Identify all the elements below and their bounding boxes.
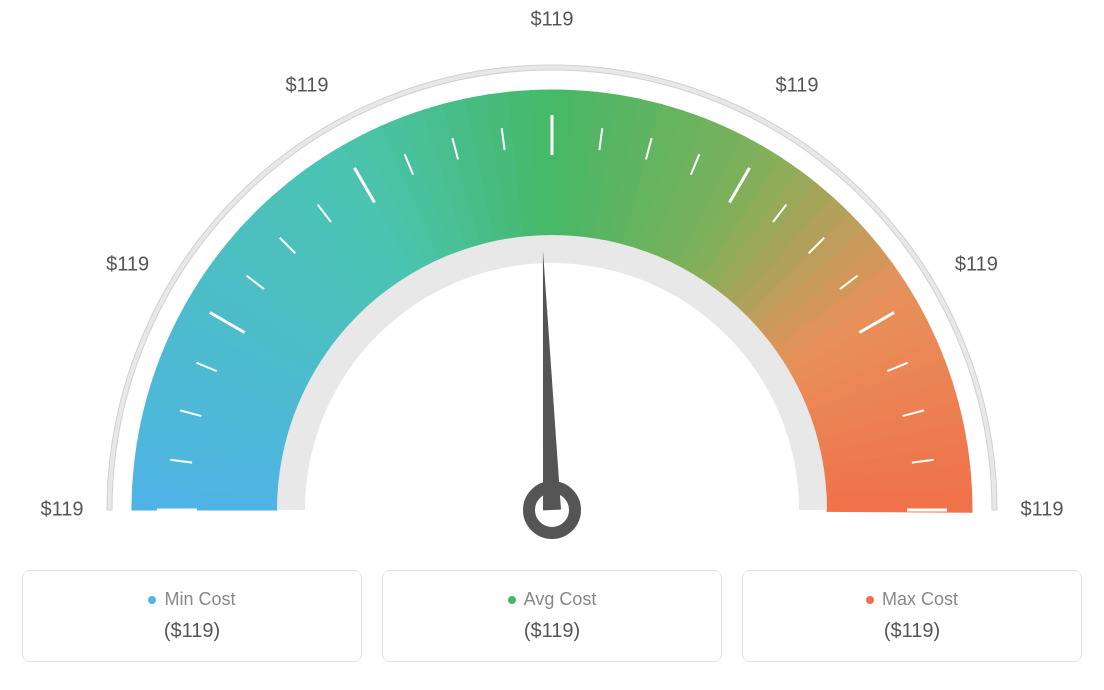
gauge-tick-label: $119: [530, 9, 573, 32]
gauge-tick-label: $119: [955, 254, 998, 277]
legend-dot-avg: [508, 596, 516, 604]
gauge-tick-label: $119: [775, 74, 818, 97]
gauge-tick-label: $119: [1020, 499, 1063, 522]
cost-gauge: $119$119$119$119$119$119$119: [22, 20, 1082, 560]
legend-dot-max: [866, 596, 874, 604]
legend-row: Min Cost ($119) Avg Cost ($119) Max Cost…: [22, 570, 1082, 662]
gauge-tick-label: $119: [106, 254, 149, 277]
legend-label-avg: Avg Cost: [524, 589, 597, 610]
legend-value-min: ($119): [164, 620, 220, 643]
legend-label-max: Max Cost: [882, 589, 958, 610]
legend-label-min: Min Cost: [164, 589, 235, 610]
legend-card-avg: Avg Cost ($119): [382, 570, 722, 662]
gauge-tick-label: $119: [285, 74, 328, 97]
legend-value-max: ($119): [884, 620, 940, 643]
legend-card-min: Min Cost ($119): [22, 570, 362, 662]
legend-value-avg: ($119): [524, 620, 580, 643]
legend-card-max: Max Cost ($119): [742, 570, 1082, 662]
gauge-tick-label: $119: [40, 499, 83, 522]
legend-dot-min: [148, 596, 156, 604]
